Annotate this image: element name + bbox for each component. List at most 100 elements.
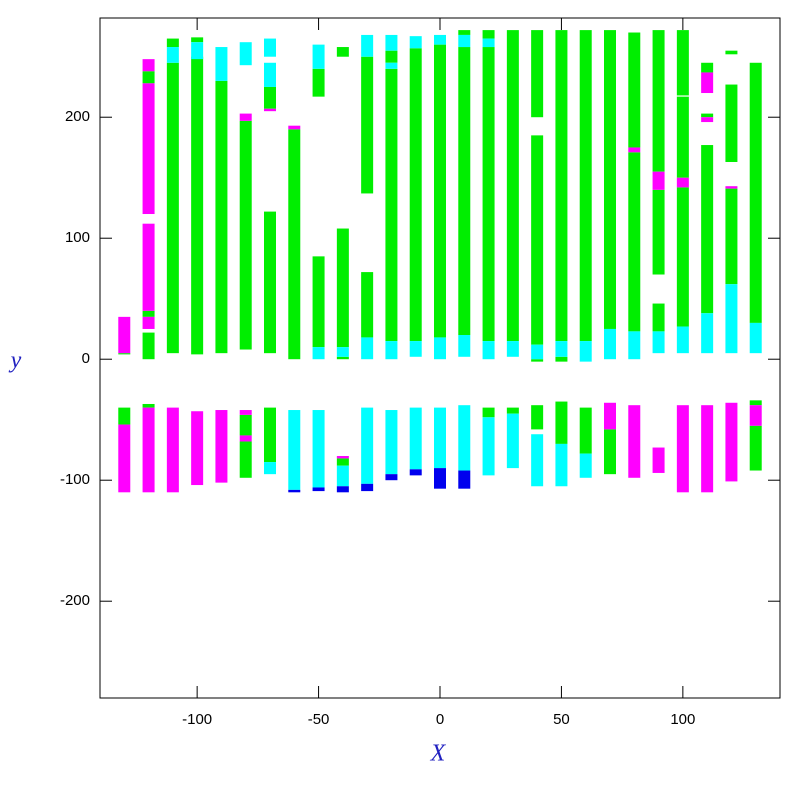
segment (336, 486, 349, 493)
segment (531, 434, 544, 487)
segment (555, 443, 568, 487)
segment (531, 135, 544, 345)
segment (336, 465, 349, 487)
segment (264, 86, 276, 109)
segment (264, 462, 276, 475)
segment (555, 401, 568, 444)
segment (336, 458, 349, 466)
segment (482, 341, 495, 360)
segment (482, 38, 495, 48)
segment (166, 38, 179, 48)
segment (652, 171, 665, 190)
segment (701, 145, 714, 314)
segment (458, 47, 471, 336)
segment (239, 414, 252, 436)
segment (288, 489, 301, 493)
segment (385, 62, 398, 69)
segment (628, 147, 641, 153)
segment (142, 223, 155, 311)
y-tick-label: 0 (82, 350, 90, 367)
segment (191, 37, 204, 43)
segment (361, 337, 374, 360)
segment (239, 441, 252, 478)
y-axis-label: y (9, 348, 22, 374)
segment (628, 32, 641, 148)
segment (434, 44, 446, 338)
segment (676, 96, 689, 178)
x-axis-label: X (430, 741, 447, 767)
segment (361, 407, 374, 484)
segment (676, 187, 689, 327)
segment (336, 456, 349, 459)
segment (749, 322, 762, 354)
segment (579, 407, 592, 454)
segment (312, 256, 325, 348)
segment (482, 30, 495, 39)
segment (361, 56, 374, 194)
segment (312, 44, 325, 69)
segment (531, 359, 544, 362)
segment (579, 453, 592, 478)
segment (288, 410, 301, 490)
segment (506, 30, 519, 342)
segment (312, 410, 325, 488)
segment (652, 303, 665, 332)
segment (142, 332, 155, 360)
segment (555, 341, 568, 357)
segment (118, 316, 131, 354)
segment (264, 211, 276, 354)
segment (264, 407, 276, 463)
segment (579, 341, 592, 362)
segment (701, 117, 714, 123)
segment (676, 326, 689, 354)
segment (725, 188, 738, 285)
segment (142, 407, 155, 493)
segment (312, 347, 325, 360)
segment (264, 62, 276, 87)
segment (409, 341, 422, 357)
segment (191, 411, 204, 486)
segment (458, 34, 471, 48)
segment (142, 59, 155, 72)
segment (336, 347, 349, 357)
segment (239, 42, 252, 66)
segment (264, 38, 276, 57)
segment (361, 34, 374, 57)
segment (215, 410, 228, 483)
segment (725, 284, 738, 354)
x-tick-label: 0 (436, 711, 444, 728)
segment (239, 410, 252, 415)
segment (701, 72, 714, 94)
segment (676, 30, 689, 96)
segment (288, 125, 301, 130)
segment (191, 56, 204, 355)
segment (409, 469, 422, 476)
segment (725, 186, 738, 189)
segment (506, 341, 519, 357)
segment (142, 83, 155, 215)
segment (434, 337, 446, 360)
segment (458, 30, 471, 35)
segment (312, 68, 325, 97)
segment (118, 407, 131, 425)
segment (652, 30, 665, 172)
segment (531, 30, 544, 118)
segment (701, 113, 714, 118)
segment (118, 353, 131, 355)
segment (361, 272, 374, 338)
y-tick-label: 200 (65, 108, 90, 125)
segment (628, 331, 641, 360)
segment (239, 435, 252, 442)
segment (482, 407, 495, 418)
segment (264, 108, 276, 112)
segment (749, 425, 762, 471)
segment (166, 47, 179, 63)
segment (361, 483, 374, 492)
x-tick-label: 50 (553, 711, 570, 728)
y-tick-label: -100 (60, 471, 90, 488)
segment (506, 413, 519, 469)
segment (628, 152, 641, 332)
segment (312, 487, 325, 492)
segment (604, 30, 616, 329)
segment (239, 113, 252, 121)
